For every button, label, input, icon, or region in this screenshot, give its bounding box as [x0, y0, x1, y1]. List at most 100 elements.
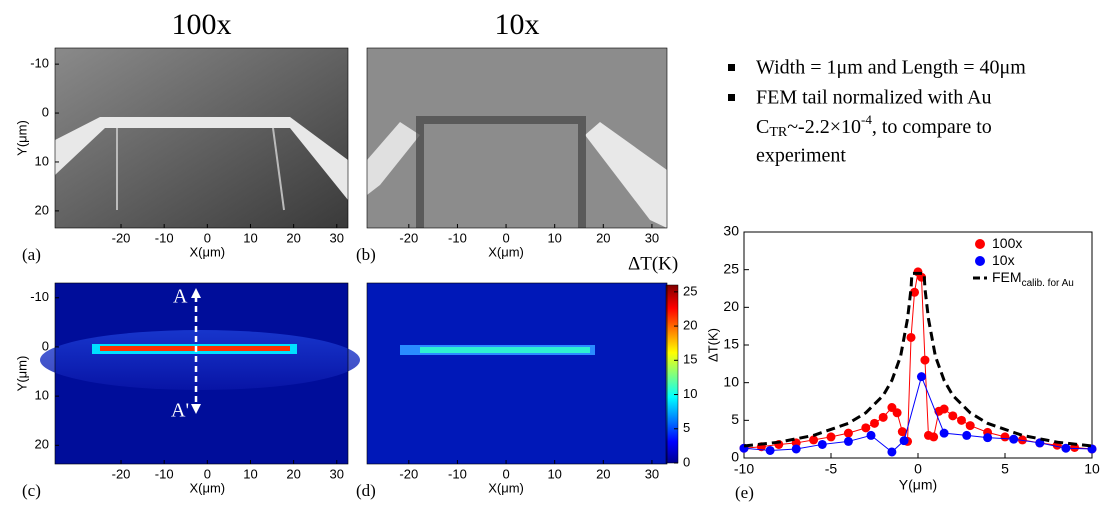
- data-point: [826, 432, 836, 442]
- text: , to compare to: [872, 116, 992, 138]
- y-tick-label: 0: [731, 449, 739, 465]
- x-tick-label: 0: [204, 230, 211, 245]
- y-tick-label: 20: [35, 202, 49, 217]
- x-tick-label: 20: [596, 230, 610, 245]
- x-tick-label: 10: [243, 466, 257, 481]
- bullet-text: FEM tail normalized with Au: [756, 87, 992, 109]
- data-point: [1061, 443, 1071, 453]
- y-tick-label: 25: [723, 260, 739, 276]
- colorbar-tick-label: 25: [683, 283, 697, 298]
- series-line: [743, 271, 1093, 448]
- data-point: [866, 430, 876, 440]
- y-tick-label: 0: [42, 104, 49, 119]
- image-frame: [54, 282, 349, 465]
- x-tick-label: -10: [734, 461, 754, 477]
- y-tick-label: 10: [35, 153, 49, 168]
- x-tick-label: 20: [596, 466, 610, 481]
- bullet: [728, 64, 735, 71]
- panel-label: (a): [22, 245, 41, 264]
- data-point: [939, 404, 949, 414]
- data-point: [899, 436, 909, 446]
- image-a: [55, 48, 348, 228]
- x-tick-label: -20: [112, 230, 131, 245]
- data-point: [939, 428, 949, 438]
- panel-label: (e): [735, 483, 754, 502]
- data-point: [843, 428, 853, 438]
- x-tick-label: 30: [645, 230, 659, 245]
- y-tick-label: 0: [42, 338, 49, 353]
- subscript: TR: [769, 125, 788, 140]
- x-tick-label: -20: [112, 466, 131, 481]
- y-tick-label: 30: [723, 223, 739, 239]
- x-tick-label: 0: [502, 466, 509, 481]
- x-tick-label: 30: [645, 466, 659, 481]
- annotation: A': [171, 400, 189, 422]
- arrow-head: [191, 404, 201, 414]
- image-frame: [54, 47, 349, 229]
- annotation: A: [173, 286, 188, 308]
- x-axis-label: Y(μm): [899, 477, 937, 493]
- bullet: [728, 94, 735, 101]
- legend-label: 10x: [992, 252, 1015, 268]
- image-frame: [366, 282, 668, 465]
- plot-frame: [743, 231, 1093, 459]
- data-point: [1009, 434, 1019, 444]
- x-tick-label: 10: [547, 466, 561, 481]
- x-tick-label: 5: [1001, 461, 1009, 477]
- legend-text: 10x: [992, 252, 1015, 268]
- superscript: -4: [861, 112, 872, 127]
- panel-title: 10x: [495, 8, 540, 41]
- bullet-text: experiment: [756, 145, 846, 167]
- data-point: [791, 444, 801, 454]
- x-tick-label: 30: [330, 466, 344, 481]
- x-tick-label: 0: [502, 230, 509, 245]
- x-tick-label: 0: [914, 461, 922, 477]
- legend-label: 100x: [992, 235, 1022, 251]
- arrow-head: [191, 288, 201, 298]
- y-tick-label: 10: [723, 373, 739, 389]
- data-point: [870, 418, 879, 428]
- image-frame: [366, 47, 668, 229]
- y-axis-label: Y(μm): [14, 356, 29, 392]
- data-point: [878, 412, 888, 422]
- x-tick-label: -20: [399, 466, 418, 481]
- text: C: [756, 116, 769, 138]
- data-point: [929, 432, 939, 442]
- x-tick-label: 10: [547, 230, 561, 245]
- series-line: [743, 375, 1093, 453]
- legend-text: 100x: [992, 235, 1022, 251]
- series-line: [743, 270, 1093, 450]
- x-tick-label: 20: [286, 466, 300, 481]
- x-tick-label: 20: [286, 230, 300, 245]
- colorbar-label: ΔT(K): [628, 253, 678, 274]
- data-point: [817, 439, 827, 449]
- data-point: [948, 411, 958, 421]
- data-point: [983, 433, 993, 443]
- y-tick-label: 10: [35, 388, 49, 403]
- colorbar-tick-label: 15: [683, 352, 697, 367]
- data-point: [861, 423, 871, 433]
- x-tick-label: -5: [825, 461, 838, 477]
- data-point: [965, 421, 975, 431]
- panel-label: (d): [356, 481, 376, 500]
- panel-label: (b): [356, 245, 376, 264]
- y-axis-label: ΔT(K): [705, 328, 720, 362]
- colorbar-tick-label: 10: [683, 386, 697, 401]
- x-tick-label: -10: [155, 466, 174, 481]
- x-tick-label: -10: [448, 466, 467, 481]
- legend-marker: [975, 256, 985, 266]
- y-tick-label: -10: [30, 56, 49, 71]
- x-tick-label: -10: [448, 230, 467, 245]
- colorbar-tick-label: 5: [683, 420, 690, 435]
- y-tick-label: 20: [723, 298, 739, 314]
- y-tick-label: 15: [723, 336, 739, 352]
- image-b: [367, 48, 667, 228]
- y-tick-label: 5: [731, 411, 739, 427]
- x-tick-label: 10: [243, 230, 257, 245]
- y-axis-label: Y(μm): [14, 120, 29, 156]
- bullet-text: Width = 1μm and Length = 40μm: [756, 57, 1026, 79]
- x-tick-label: 30: [330, 230, 344, 245]
- x-tick-label: 10: [1084, 461, 1100, 477]
- colorbar: [665, 284, 679, 464]
